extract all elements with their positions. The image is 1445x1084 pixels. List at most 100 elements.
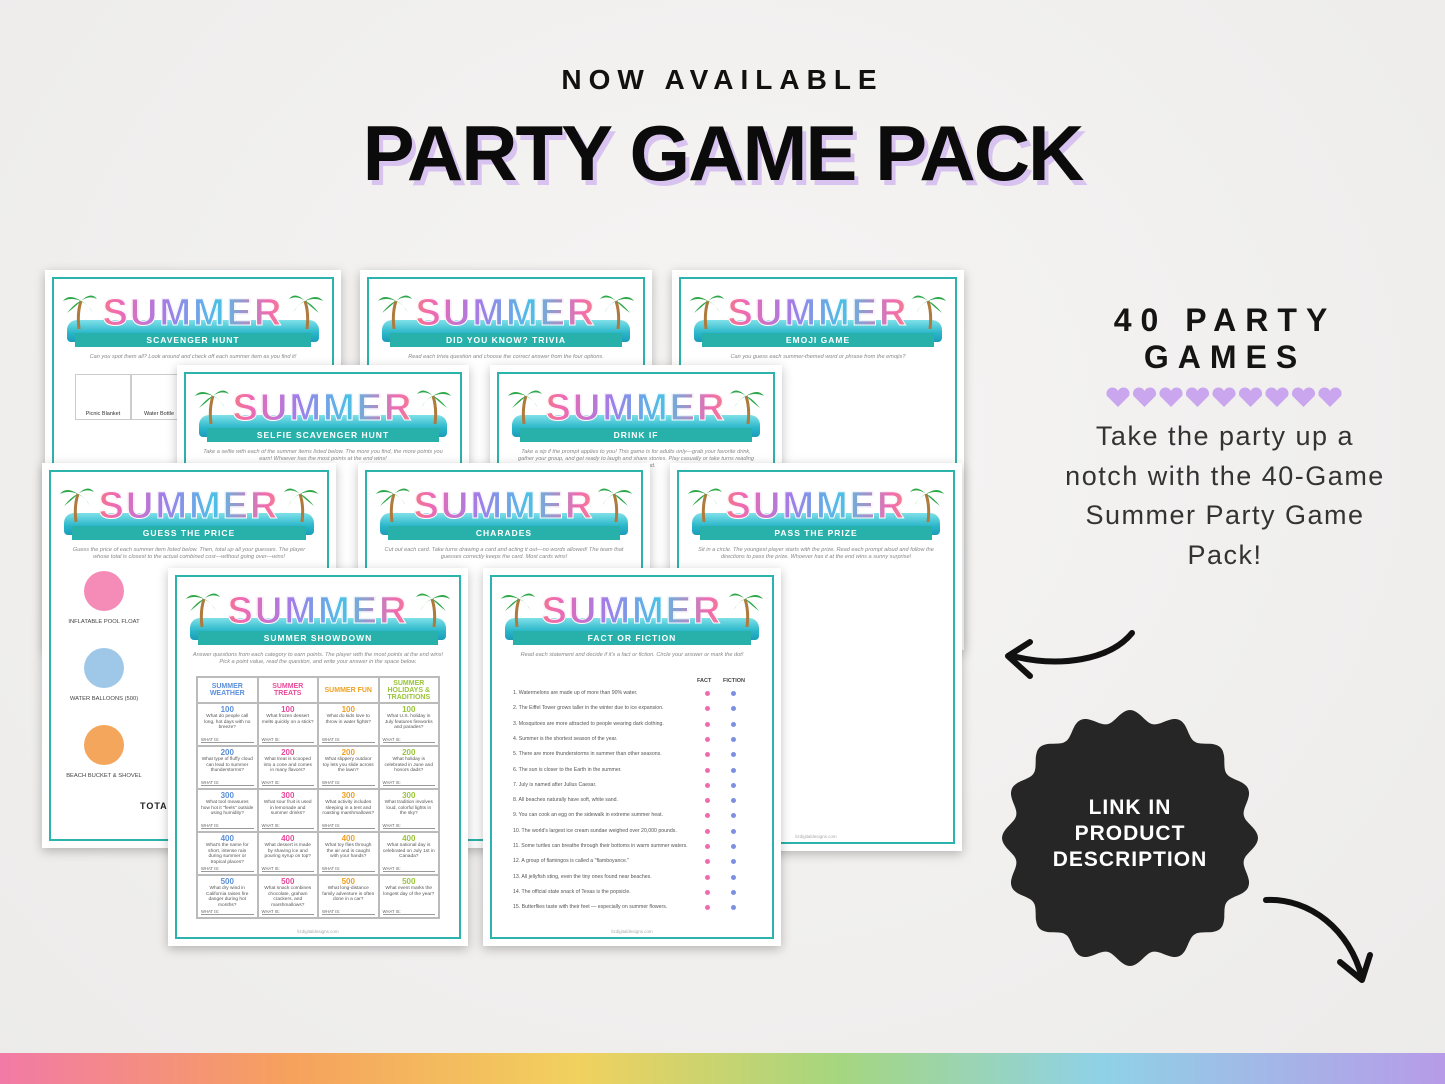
hearts xyxy=(1106,387,1342,407)
palm-trunk xyxy=(743,598,750,628)
answer-label: WHAT IS: xyxy=(382,823,435,829)
heart xyxy=(1265,387,1289,407)
question-cell: 100 What U.S. holiday in July features fi… xyxy=(378,703,439,746)
palm-right xyxy=(598,482,634,527)
question-cell: 200 What slippery outdoor toy lets you sl… xyxy=(318,746,379,789)
palm xyxy=(186,593,220,628)
sheet-intro: Can you spot them all? Look around and c… xyxy=(89,354,297,360)
heart xyxy=(1106,387,1130,407)
question: What dry wind in California raises fire … xyxy=(206,886,249,908)
tagline: Take the party up a notch with the 40-Ga… xyxy=(1065,421,1385,570)
palm-leaves xyxy=(600,295,634,313)
sheet-intro: Can you guess each summer-themed word or… xyxy=(730,354,906,360)
palm-right xyxy=(284,482,320,527)
answer-dot xyxy=(731,721,736,727)
statement: 4. Summer is the shortest season of the … xyxy=(513,735,618,742)
palm-trunk xyxy=(612,493,619,523)
palm-trunk xyxy=(76,300,83,330)
answer-label: WHAT IS: xyxy=(322,737,375,743)
points: 500 xyxy=(220,877,234,886)
answer-dot xyxy=(731,752,736,758)
answer-label: WHAT IS: xyxy=(382,780,435,786)
answer-column: FACT xyxy=(697,678,712,684)
palm-trunk xyxy=(744,395,751,425)
statement: 7. July is named after Julius Caesar. xyxy=(513,781,597,788)
category-header: SUMMER WEATHER xyxy=(197,677,258,703)
palm-leaves xyxy=(195,390,229,408)
question-cell: 300 What sour fruit is used in lemonade a… xyxy=(257,789,318,832)
arrow-left-head xyxy=(1005,639,1033,679)
question-cell: 100 What do kids love to throw in water f… xyxy=(318,703,379,746)
question-cell: 300 What activity includes sleeping in a … xyxy=(318,789,379,832)
sheet-footer: lizdigitaldesigns.com xyxy=(611,929,653,934)
question: What event marks the longest day of the … xyxy=(383,886,435,897)
item-name: WATER BALLOONS (500) xyxy=(69,696,139,702)
answer-label: WHAT IS: xyxy=(201,737,254,743)
question: What slippery outdoor toy lets you slide… xyxy=(322,757,374,774)
answer-dot xyxy=(705,844,710,849)
statement: 5. There are more thunderstorms in summe… xyxy=(513,751,662,758)
palm-trunk xyxy=(303,300,310,330)
palm-leaves xyxy=(730,390,764,408)
question-cell: 100 What do people call long, hot days wi… xyxy=(197,703,258,746)
badge-text: LINK IN PRODUCT DESCRIPTION xyxy=(1052,796,1208,871)
question: What U.S. holiday in July features firew… xyxy=(384,714,433,731)
points: 400 xyxy=(341,834,355,843)
palm-trunk xyxy=(391,300,398,330)
palm-leaves xyxy=(284,488,318,506)
palm-left xyxy=(58,482,94,527)
points: 100 xyxy=(341,705,355,714)
question: What holiday is celebrated in June and h… xyxy=(384,757,434,774)
heart xyxy=(1132,387,1157,407)
points: 400 xyxy=(220,834,234,843)
palm-left xyxy=(686,482,722,527)
points: 500 xyxy=(402,877,416,886)
heart xyxy=(1212,387,1236,407)
hunt-item: Water Bottle xyxy=(143,411,175,417)
answer-dot xyxy=(705,752,710,758)
banner-word: SUMMER xyxy=(199,387,447,430)
banner-word: SUMMER xyxy=(190,590,446,633)
answer-dot xyxy=(705,813,710,819)
question: What sour fruit is used in lemonade and … xyxy=(263,800,312,817)
palm-left xyxy=(499,587,535,632)
sheet-title: FACT OR FICTION xyxy=(513,631,751,645)
answer-dot xyxy=(705,905,710,911)
palm-right xyxy=(600,289,636,334)
palm xyxy=(910,488,944,523)
points: 400 xyxy=(281,834,295,843)
arrow-down-head xyxy=(1337,952,1373,983)
points: 400 xyxy=(402,834,416,843)
banner-word: SUMMER xyxy=(692,485,940,528)
statement: 14. The official state snack of Texas is… xyxy=(513,888,631,895)
answer-dot xyxy=(731,798,736,804)
answer-dot xyxy=(731,889,736,895)
total-label: TOTAL xyxy=(140,801,175,811)
sheet-intro: Take a selfie with each of the summer it… xyxy=(203,449,443,462)
points: 500 xyxy=(341,877,355,886)
answer-dot xyxy=(731,874,736,880)
sheet-title: DRINK IF xyxy=(520,428,752,442)
answer-dot xyxy=(705,889,710,895)
palm-trunk xyxy=(430,598,437,628)
palm-leaves xyxy=(690,295,724,313)
palm-trunk xyxy=(208,395,215,425)
palm xyxy=(688,488,722,523)
answer-dot xyxy=(731,706,736,712)
answer-dot xyxy=(705,874,710,880)
badge-seal xyxy=(1002,710,1258,966)
points: 200 xyxy=(341,748,355,757)
palm-trunk xyxy=(926,300,933,330)
heart xyxy=(1159,387,1183,407)
item-name: INFLATABLE POOL FLOAT xyxy=(68,619,140,625)
palm-left xyxy=(184,587,220,632)
game-sheet: SUMMER SUMMER SHOWDOWN Answer questions fr… xyxy=(168,568,468,946)
question: What toy flies through the air and is ca… xyxy=(325,843,372,860)
palm xyxy=(690,295,724,330)
palm-right xyxy=(417,384,453,429)
banner-word: SUMMER xyxy=(67,292,319,335)
heart xyxy=(1238,387,1263,407)
palm xyxy=(60,488,94,523)
